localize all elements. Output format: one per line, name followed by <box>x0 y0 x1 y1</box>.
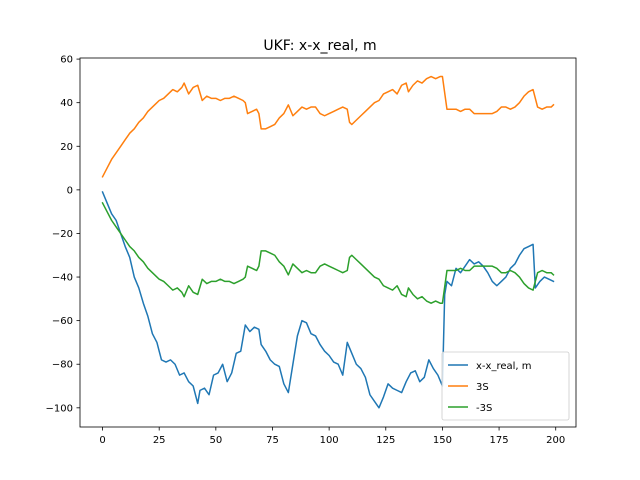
y-tick-label: −60 <box>52 316 73 327</box>
y-tick-label: −20 <box>52 229 73 240</box>
plot-frame <box>79 57 577 428</box>
legend-label-3: -3S <box>476 403 492 414</box>
y-tick-label: 20 <box>60 142 73 153</box>
x-tick-label: 175 <box>490 435 509 446</box>
series-line-2 <box>101 75 555 178</box>
x-tick-label: 25 <box>153 435 166 446</box>
x-tick-label: 100 <box>320 435 339 446</box>
x-tick-label: 0 <box>99 435 105 446</box>
series-line-3 <box>101 201 555 304</box>
axes-layer: 0 25 50 75 100 125 150 175 200 −100 −80 −60 −40 −20 0 2… <box>46 55 577 446</box>
legend-label-2: 3S <box>476 382 489 393</box>
y-tick-label: 40 <box>60 98 73 109</box>
y-tick-label: 60 <box>60 55 73 66</box>
chart-title: UKF: x-x_real, m <box>263 38 376 54</box>
series-line-1 <box>101 191 555 409</box>
x-tick-label: 150 <box>433 435 452 446</box>
legend-box <box>441 351 570 421</box>
y-tick-label: 0 <box>67 185 73 196</box>
y-tick-label: −40 <box>52 273 73 284</box>
x-tick-label: 200 <box>546 435 565 446</box>
series-layer <box>101 75 555 409</box>
x-tick-label: 50 <box>209 435 222 446</box>
legend-label-1: x-x_real, m <box>476 361 532 372</box>
x-tick-label: 125 <box>376 435 395 446</box>
legend: x-x_real, m 3S -3S <box>441 351 570 421</box>
y-tick-label: −100 <box>46 403 73 414</box>
x-tick-label: 75 <box>266 435 279 446</box>
y-tick-label: −80 <box>52 360 73 371</box>
